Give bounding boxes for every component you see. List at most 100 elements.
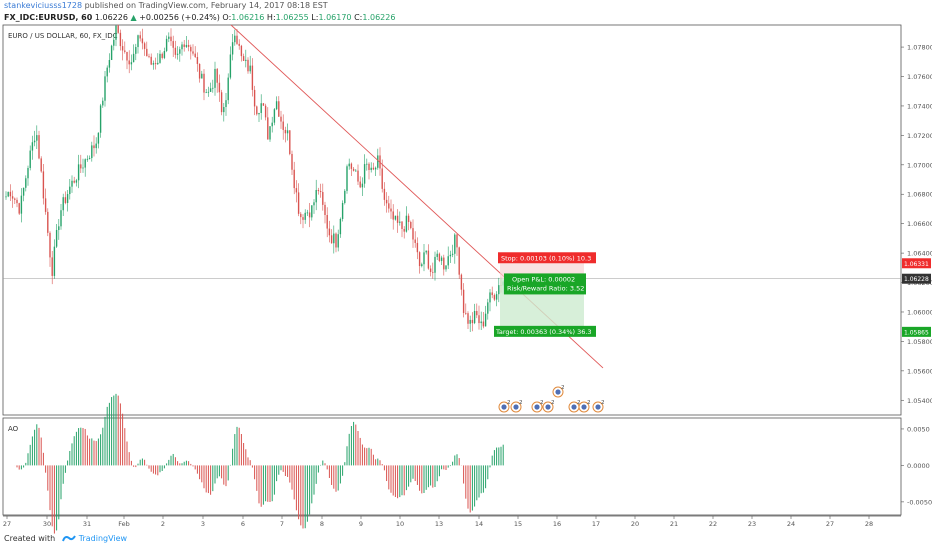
candle-body [478, 315, 480, 324]
pnl-label-box [504, 273, 586, 295]
event-flag-icon[interactable]: 2 [510, 400, 523, 413]
event-flag-icon[interactable]: 2 [578, 400, 591, 413]
candle-body [401, 221, 403, 229]
x-tick-label: 8 [320, 520, 324, 528]
candle-body [126, 51, 128, 61]
candle-body [337, 234, 339, 248]
candle-body [247, 59, 249, 72]
y-tick-label: 1.06800 [907, 191, 932, 199]
candle-body [355, 170, 357, 172]
candle-body [421, 264, 423, 267]
event-flag-dot [501, 404, 507, 410]
candle-body [102, 100, 104, 106]
author-link[interactable]: stankeviciusss1728 [4, 1, 83, 10]
candle-body [471, 319, 474, 324]
event-flag-icon[interactable]: 2 [568, 400, 581, 413]
x-tick-label: 7 [280, 520, 284, 528]
candle-body [491, 292, 493, 296]
candle-body [113, 39, 115, 46]
candle-body [44, 198, 47, 212]
candle-body [493, 295, 496, 300]
event-flag-dot [571, 404, 577, 410]
candle-body [49, 232, 51, 258]
candle-body [366, 163, 368, 165]
candle-body [374, 167, 377, 170]
candle-body [11, 196, 14, 199]
candle-body [302, 217, 304, 220]
candle-body [7, 191, 9, 197]
candle-body [286, 130, 289, 134]
y-tick-label: 1.05800 [907, 338, 932, 346]
candle-body [383, 188, 386, 200]
candle-body [218, 82, 221, 93]
x-tick-label: 20 [631, 520, 639, 528]
candle-body [174, 47, 177, 55]
candle-body [350, 163, 353, 169]
event-count: 2 [577, 400, 581, 406]
price-change: +0.00256 (+0.24%) [139, 13, 220, 22]
event-flag-icon[interactable]: 2 [531, 400, 544, 413]
candle-body [139, 35, 141, 39]
candle-body [196, 56, 199, 64]
candle-body [328, 228, 331, 236]
candle-body [495, 294, 498, 300]
event-flag-dot [545, 404, 551, 410]
candle-body [432, 271, 434, 273]
event-flag-icon[interactable]: 2 [498, 400, 511, 413]
candle-body [201, 73, 203, 79]
ao-pane[interactable] [2, 417, 902, 516]
y-tick-label: 1.07800 [907, 44, 932, 52]
candle-body [20, 195, 23, 214]
x-tick-label: 22 [709, 520, 717, 528]
candle-body [449, 254, 452, 257]
event-flag-dot [555, 389, 561, 395]
candle-body [434, 256, 436, 273]
event-flag-icon[interactable]: 2 [552, 385, 565, 398]
candle-body [271, 122, 273, 127]
candle-body [40, 158, 42, 172]
candle-body [38, 135, 40, 159]
candle-body [339, 218, 342, 235]
x-tick-label: 10 [396, 520, 404, 528]
candle-body [176, 53, 179, 55]
target-label: Target: 0.00363 (0.34%) 36.3 [495, 328, 592, 336]
candle-body [130, 62, 133, 65]
change-up-icon: ▲ [130, 13, 137, 22]
candle-body [60, 210, 62, 227]
event-count: 2 [551, 400, 555, 406]
candle-body [385, 199, 388, 204]
candle-body [141, 38, 144, 44]
event-flag-icon[interactable]: 2 [592, 400, 605, 413]
x-tick-label: 14 [475, 520, 483, 528]
candle-body [143, 43, 146, 49]
candle-body [33, 140, 36, 143]
candle-body [317, 189, 320, 192]
x-tick-label: 27 [3, 520, 11, 528]
candle-body [203, 73, 205, 93]
tradingview-brand[interactable]: TradingView [78, 534, 128, 543]
price-pane[interactable] [2, 24, 902, 416]
candle-body [66, 194, 69, 203]
candle-body [88, 158, 91, 159]
x-tick-label: 13 [435, 520, 443, 528]
candles [5, 24, 504, 333]
target-label-box [494, 325, 596, 337]
candle-body [73, 180, 75, 183]
candle-body [181, 44, 183, 50]
candle-body [396, 215, 399, 223]
candle-body [216, 68, 218, 83]
candle-body [352, 168, 355, 171]
candle-body [106, 67, 108, 77]
candle-body [390, 208, 392, 212]
event-flag-icon[interactable]: 2 [542, 400, 555, 413]
candle-body [240, 45, 243, 57]
candle-body [480, 321, 482, 324]
candle-body [159, 53, 161, 63]
candle-body [313, 202, 315, 206]
candle-body [333, 233, 335, 244]
candle-body [18, 203, 20, 214]
chart-title: EURO / US DOLLAR, 60, FX_IDC [8, 32, 118, 40]
candle-body [275, 101, 278, 110]
candle-body [119, 32, 122, 47]
